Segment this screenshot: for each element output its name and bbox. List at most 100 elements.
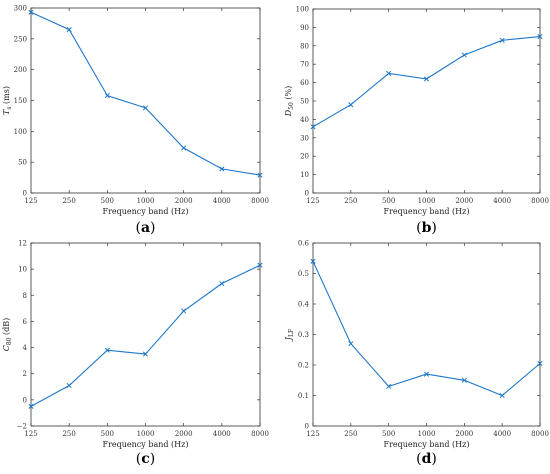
data-point-marker xyxy=(257,262,263,268)
data-point-marker xyxy=(310,124,316,130)
chart-panel-2: 0 10 20 30 40 50 60 70 80 90 100 125 250 500 1000 2000 4… xyxy=(284,6,549,237)
y-tick-label: 80 xyxy=(300,42,309,50)
x-tick-label: 2000 xyxy=(455,430,473,438)
y-tick-label: 40 xyxy=(300,116,309,124)
y-tick-label: 6 xyxy=(23,318,28,326)
plot-frame xyxy=(312,8,541,194)
x-tick-label: 1000 xyxy=(418,430,436,438)
y-tick-label: 10 xyxy=(18,266,27,274)
data-point-marker xyxy=(28,403,34,409)
x-tick-label: 125 xyxy=(24,430,37,438)
y-tick-label: 0 xyxy=(23,396,27,404)
y-tick-label: 250 xyxy=(14,35,27,43)
data-point-marker xyxy=(423,76,430,82)
y-tick-label: 20 xyxy=(300,153,309,161)
data-point-marker xyxy=(28,9,34,15)
y-tick-label: 0.1 xyxy=(298,392,309,400)
y-tick-label: 0.6 xyxy=(298,240,310,248)
x-tick-label: 250 xyxy=(344,430,357,438)
y-axis-label: D50 (%) xyxy=(284,86,295,117)
series-line xyxy=(312,36,541,128)
x-tick-label: 1000 xyxy=(137,197,155,205)
y-tick-label: 30 xyxy=(300,134,309,142)
x-tick-label: 8000 xyxy=(531,430,549,438)
y-tick-label: 0.4 xyxy=(298,301,310,309)
data-point-marker xyxy=(142,351,149,357)
data-point-marker xyxy=(461,377,467,383)
series-line xyxy=(30,11,261,176)
x-tick-label: 1000 xyxy=(137,430,155,438)
x-tick-label: 500 xyxy=(382,197,395,205)
y-tick-label: 0 xyxy=(23,190,27,198)
y-tick-label: 90 xyxy=(300,24,309,32)
x-tick-label: 125 xyxy=(306,430,319,438)
y-tick-label: 10 xyxy=(300,171,309,179)
y-tick-label: 2 xyxy=(23,370,27,378)
x-tick-label: 4000 xyxy=(213,430,231,438)
x-tick-label: 8000 xyxy=(251,197,269,205)
y-tick-label: 50 xyxy=(300,98,309,106)
x-tick-label: 4000 xyxy=(213,197,231,205)
panel-label: (c) xyxy=(136,451,155,467)
x-tick-label: 500 xyxy=(382,430,395,438)
data-point-marker xyxy=(537,360,543,367)
y-tick-label: 0.3 xyxy=(298,331,309,339)
data-point-marker xyxy=(423,371,430,377)
x-tick-label: 8000 xyxy=(251,430,269,438)
data-point-marker xyxy=(386,383,392,389)
x-tick-label: 1000 xyxy=(418,197,436,205)
data-point-marker xyxy=(348,341,354,347)
x-tick-label: 2000 xyxy=(455,197,473,205)
y-tick-label: −2 xyxy=(17,423,27,431)
data-point-marker xyxy=(104,347,110,353)
y-tick-label: 100 xyxy=(296,6,309,14)
data-point-marker xyxy=(537,34,543,40)
data-point-marker xyxy=(461,52,467,58)
x-axis-label: Frequency band (Hz) xyxy=(384,207,470,216)
data-point-marker xyxy=(499,392,505,399)
y-tick-label: 300 xyxy=(14,5,27,13)
data-point-marker xyxy=(219,280,225,287)
y-tick-label: 4 xyxy=(23,344,28,352)
x-axis-label: Frequency band (Hz) xyxy=(103,440,189,449)
panel-label: (b) xyxy=(416,220,437,236)
y-axis-label: JLF xyxy=(284,329,295,342)
y-tick-label: 8 xyxy=(23,292,27,300)
data-point-marker xyxy=(181,308,187,314)
y-tick-label: 60 xyxy=(300,79,309,87)
y-tick-label: 0.2 xyxy=(298,362,309,370)
data-point-marker xyxy=(181,145,187,151)
x-tick-label: 4000 xyxy=(493,430,511,438)
x-tick-label: 2000 xyxy=(175,197,193,205)
x-tick-label: 4000 xyxy=(493,197,511,205)
x-tick-label: 500 xyxy=(101,197,114,205)
x-tick-label: 250 xyxy=(62,197,75,205)
x-tick-label: 2000 xyxy=(175,430,193,438)
x-tick-label: 8000 xyxy=(531,197,549,205)
y-tick-label: 0 xyxy=(305,423,309,431)
y-tick-label: 12 xyxy=(18,240,27,248)
data-point-marker xyxy=(499,37,505,43)
chart-panel-4: 0 0.1 0.2 0.3 0.4 0.5 0.6 125 250 500 1000 2000 4000… xyxy=(284,240,549,468)
data-point-marker xyxy=(386,70,392,76)
data-point-marker xyxy=(66,382,72,389)
data-point-marker xyxy=(348,102,354,108)
x-tick-label: 125 xyxy=(24,197,37,205)
plot-frame xyxy=(30,7,261,194)
y-tick-label: 150 xyxy=(14,97,27,105)
x-tick-label: 125 xyxy=(306,197,319,205)
data-point-marker xyxy=(219,166,225,172)
data-point-marker xyxy=(142,105,149,111)
plot-frame xyxy=(30,242,261,427)
y-tick-label: 50 xyxy=(18,159,27,167)
y-tick-label: 0.5 xyxy=(298,270,309,278)
y-tick-label: 70 xyxy=(300,61,309,69)
x-tick-label: 250 xyxy=(344,197,357,205)
series-line xyxy=(30,264,261,407)
y-tick-label: 100 xyxy=(14,128,27,136)
panel-label: (a) xyxy=(135,220,155,236)
y-axis-label: Ts (ms) xyxy=(2,86,13,115)
panel-label: (d) xyxy=(416,451,437,467)
y-axis-label: C80 (dB) xyxy=(2,318,13,352)
